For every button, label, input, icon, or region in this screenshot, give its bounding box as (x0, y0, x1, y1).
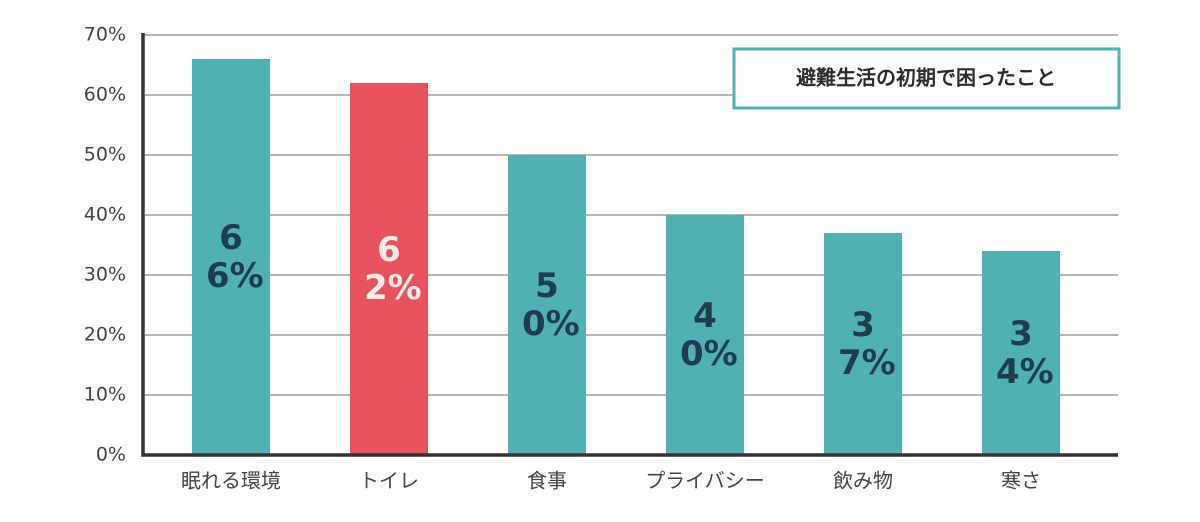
value-label: 62% (364, 230, 422, 308)
y-tick-label: 50% (84, 144, 126, 166)
x-tick-label: 眠れる環境 (181, 469, 281, 493)
y-tick-label: 40% (84, 204, 126, 226)
bar (350, 83, 428, 455)
y-tick-label: 60% (84, 84, 126, 106)
value-label: 50% (522, 266, 580, 344)
chart-title: 避難生活の初期で困ったこと (796, 66, 1056, 90)
axis (141, 33, 1118, 457)
x-tick-label: 食事 (527, 469, 567, 493)
value-label: 37% (838, 305, 896, 383)
x-tick-label: 飲み物 (833, 469, 893, 493)
bar (508, 155, 586, 455)
bar (982, 251, 1060, 455)
y-tick-label: 70% (84, 24, 126, 46)
bar (192, 59, 270, 455)
x-tick-label: 寒さ (1001, 469, 1041, 493)
x-tick-label: トイレ (359, 469, 419, 493)
value-label: 66% (206, 218, 264, 296)
value-label: 40% (680, 296, 738, 374)
x-tick-label: プライバシー (645, 469, 765, 493)
y-tick-label: 20% (84, 324, 126, 346)
title-box (732, 47, 1121, 110)
y-tick-label: 0% (96, 444, 126, 466)
y-tick-label: 10% (84, 384, 126, 406)
bar (824, 233, 902, 455)
value-label: 34% (996, 314, 1054, 392)
y-tick-label: 30% (84, 264, 126, 286)
bar (666, 215, 744, 455)
